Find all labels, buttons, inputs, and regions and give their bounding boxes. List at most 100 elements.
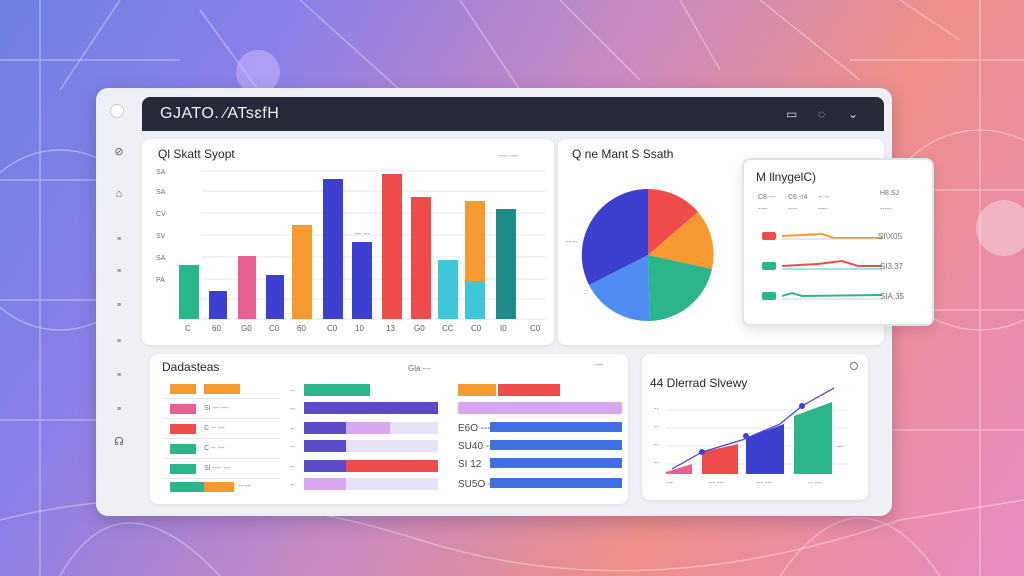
table-card: Dadasteas Gla --- ---- SI --- --- C -- -… <box>150 354 628 504</box>
y-axis-label: -- <box>654 460 659 467</box>
pie-slice[interactable] <box>648 189 698 255</box>
window-dot[interactable] <box>110 104 124 118</box>
legend-sparkline <box>782 259 882 270</box>
svg-text:C: C <box>185 324 191 333</box>
svg-text:I0: I0 <box>500 324 507 333</box>
svg-text:13: 13 <box>386 324 395 333</box>
swatch <box>204 482 234 492</box>
table-cell: SI --- --- <box>204 405 229 412</box>
bar[interactable] <box>323 179 343 319</box>
table-title: Dadasteas <box>162 360 220 374</box>
bar[interactable] <box>352 242 372 319</box>
table-cell: Sl ---- --- <box>204 465 231 472</box>
swatch <box>170 444 196 454</box>
swatch <box>170 384 196 394</box>
svg-text:G0: G0 <box>241 324 252 333</box>
pie-slice[interactable] <box>581 188 648 285</box>
legend-value: SI3.37 <box>880 262 904 271</box>
y-axis-label: -- <box>838 444 843 451</box>
bar-chart-card: Ql Skatt Syopt ---- ---- --- --- SA SA C… <box>142 139 554 345</box>
swatch <box>204 384 240 394</box>
bar[interactable] <box>496 209 516 319</box>
pie-chart-title: Q ne Mant S Ssath <box>572 147 674 161</box>
x-axis-label: --- <box>666 480 673 487</box>
trend-line <box>671 387 835 470</box>
list-icon[interactable]: ≡ <box>116 372 122 379</box>
trend-card: 44 Dlerrad Slvewy -- -- -- -- -- --- ---… <box>642 354 868 500</box>
svg-text:10: 10 <box>355 324 364 333</box>
list-icon[interactable]: ≡ <box>116 338 122 345</box>
bar[interactable] <box>411 197 431 319</box>
legend-subheader: ----- <box>880 206 892 213</box>
legend-swatch <box>762 292 776 300</box>
bar <box>490 458 622 468</box>
svg-text:C0: C0 <box>471 324 482 333</box>
legend-subheader: ---- <box>818 206 828 213</box>
app-title: GJATO. ∕ATsɛfH <box>160 105 280 122</box>
bar[interactable] <box>238 256 256 319</box>
legend-value: SIA,35 <box>880 292 905 301</box>
swatch <box>170 404 196 414</box>
bar[interactable] <box>465 201 485 281</box>
settings-icon[interactable] <box>850 362 858 370</box>
table-cell: SU5O ---- <box>458 479 502 490</box>
pie-chart <box>581 188 714 322</box>
data-point[interactable] <box>799 403 805 409</box>
bar[interactable] <box>382 174 402 319</box>
pie-slice[interactable] <box>589 255 650 322</box>
swatch <box>170 424 196 434</box>
bar <box>458 402 622 414</box>
bar[interactable] <box>179 265 199 319</box>
data-point[interactable] <box>699 449 705 455</box>
list-icon[interactable]: ≡ <box>116 302 122 309</box>
svg-text:C0: C0 <box>269 324 280 333</box>
bar <box>458 384 496 396</box>
legend-header: H8 SJ <box>880 190 900 197</box>
bar[interactable] <box>292 225 312 319</box>
list-icon[interactable]: ≡ <box>116 406 122 413</box>
bar <box>346 422 390 434</box>
row-marker: -- <box>290 482 295 489</box>
table-cell: SI 12 <box>458 459 482 470</box>
bar[interactable] <box>438 260 458 319</box>
bar <box>304 460 346 472</box>
legend-header: C6 -r4 <box>788 194 808 201</box>
table-cell: -- --- <box>238 483 252 490</box>
legend-subheader: ---- <box>758 206 768 213</box>
bar-chart-plot: C 60 G0 C0 60 C0 10 13 G0 CC C0 I0 C0 <box>179 170 546 333</box>
legend-swatch <box>762 232 776 240</box>
table-cell: E6O ---- <box>458 423 495 434</box>
y-axis-label: CV <box>156 211 166 218</box>
bar[interactable] <box>266 275 284 319</box>
bar <box>498 384 560 396</box>
legend-sparkline <box>782 232 882 240</box>
bar <box>304 402 438 414</box>
data-point[interactable] <box>743 433 749 439</box>
area-segment[interactable] <box>666 464 692 474</box>
area-segment[interactable] <box>794 402 832 474</box>
x-axis-label: --- --- <box>708 480 724 487</box>
list-icon[interactable]: ≡ <box>116 268 122 275</box>
trend-chart <box>666 387 848 474</box>
area-segment[interactable] <box>702 444 738 474</box>
chart-icon[interactable]: ⌂ <box>115 188 123 200</box>
decorative-circle <box>236 50 280 94</box>
bar[interactable] <box>209 291 227 319</box>
window-button-2[interactable]: ◌ <box>818 107 826 121</box>
bar[interactable] <box>465 281 485 319</box>
compass-icon[interactable]: ⊘ <box>114 146 124 158</box>
area-segment[interactable] <box>746 424 784 474</box>
window-button-1[interactable]: ▭ <box>786 107 798 121</box>
collapse-icon[interactable]: ⌄ <box>848 107 859 121</box>
legend-title: M llnygelC) <box>756 170 817 184</box>
list-icon[interactable]: ≡ <box>116 236 122 243</box>
pie-slice[interactable] <box>648 255 712 321</box>
table-tag: ---- <box>594 362 604 369</box>
svg-text:60: 60 <box>212 324 221 333</box>
y-axis-label: PA <box>156 277 165 284</box>
table-cell: C -- --- <box>204 445 225 452</box>
pie-slice[interactable] <box>648 212 714 269</box>
support-icon[interactable]: ☊ <box>114 436 124 448</box>
row-marker: -- <box>290 444 295 451</box>
